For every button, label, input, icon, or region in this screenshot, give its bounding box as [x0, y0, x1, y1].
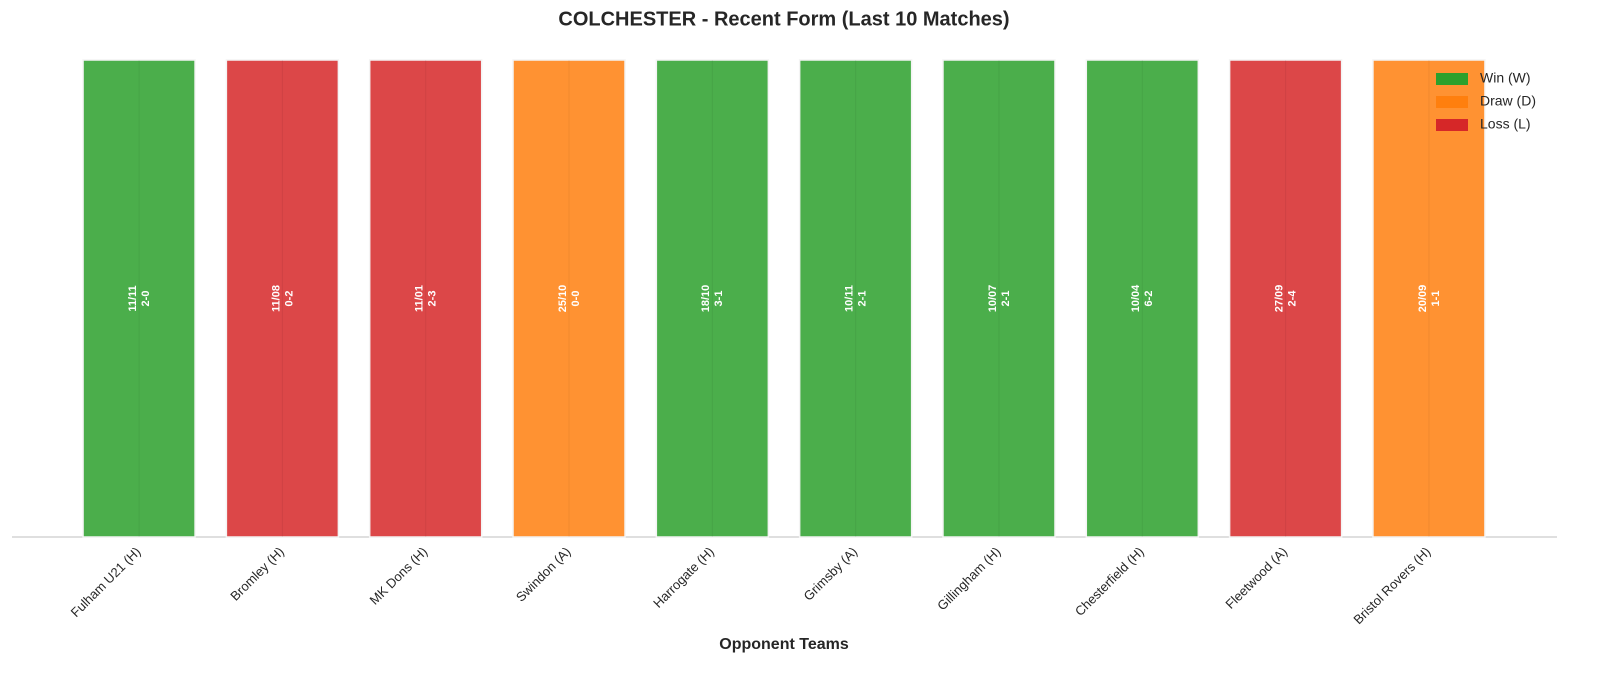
legend-swatch	[1436, 73, 1468, 85]
bar-score-label: 2-4	[1287, 290, 1299, 307]
bar-score-label: 3-1	[713, 291, 725, 307]
bar	[1228, 59, 1343, 538]
legend-label: Win (W)	[1480, 70, 1531, 86]
bar-date-label: 27/09	[1274, 285, 1286, 313]
bar-score-label: 2-1	[857, 291, 869, 307]
x-tick-label: Grimsby (A)	[801, 544, 861, 604]
x-tick-label: Fleetwood (A)	[1222, 544, 1290, 612]
bar	[368, 59, 483, 538]
bar-date-label: 11/11	[127, 285, 139, 311]
bar-score-label: 2-1	[1000, 291, 1012, 307]
bar-score-label: 0-0	[570, 291, 582, 307]
x-tick-label: Fulham U21 (H)	[68, 544, 144, 620]
bar-date-label: 10/07	[987, 285, 999, 313]
bar-date-label: 10/04	[1130, 284, 1142, 312]
bar	[512, 59, 626, 538]
legend-label: Loss (L)	[1480, 116, 1531, 132]
x-tick-label: MK Dons (H)	[367, 544, 431, 608]
bar-score-label: 1-1	[1430, 291, 1442, 307]
bar	[942, 59, 1056, 538]
bar-date-label: 18/10	[700, 285, 712, 313]
bar-score-label: 0-2	[283, 291, 295, 307]
x-tick-label: Gillingham (H)	[934, 544, 1003, 613]
bar-date-label: 10/11	[844, 285, 856, 312]
legend-swatch	[1436, 119, 1468, 131]
bar	[1085, 59, 1200, 538]
bar	[655, 59, 770, 538]
bar	[798, 59, 913, 538]
bar	[82, 59, 196, 538]
bar-date-label: 25/10	[557, 285, 569, 313]
bar-date-label: 11/01	[414, 285, 426, 312]
x-tick-label: Bristol Rovers (H)	[1350, 544, 1433, 627]
legend-label: Draw (D)	[1480, 93, 1536, 109]
x-tick-label: Harrogate (H)	[650, 544, 717, 611]
bar	[225, 59, 340, 538]
x-axis-label: Opponent Teams	[719, 636, 849, 653]
bar-date-label: 11/08	[270, 285, 282, 312]
x-tick-label: Swindon (A)	[513, 544, 574, 605]
bar	[1372, 59, 1486, 538]
chart-title: COLCHESTER - Recent Form (Last 10 Matche…	[558, 8, 1009, 30]
bar-date-label: 20/09	[1417, 285, 1429, 313]
bar-score-label: 6-2	[1143, 291, 1155, 307]
bar-score-label: 2-3	[427, 291, 439, 307]
bar-score-label: 2-0	[140, 291, 152, 307]
x-tick-label: Bromley (H)	[227, 544, 287, 604]
x-tick-label: Chesterfield (H)	[1072, 544, 1147, 619]
legend-swatch	[1436, 96, 1468, 108]
